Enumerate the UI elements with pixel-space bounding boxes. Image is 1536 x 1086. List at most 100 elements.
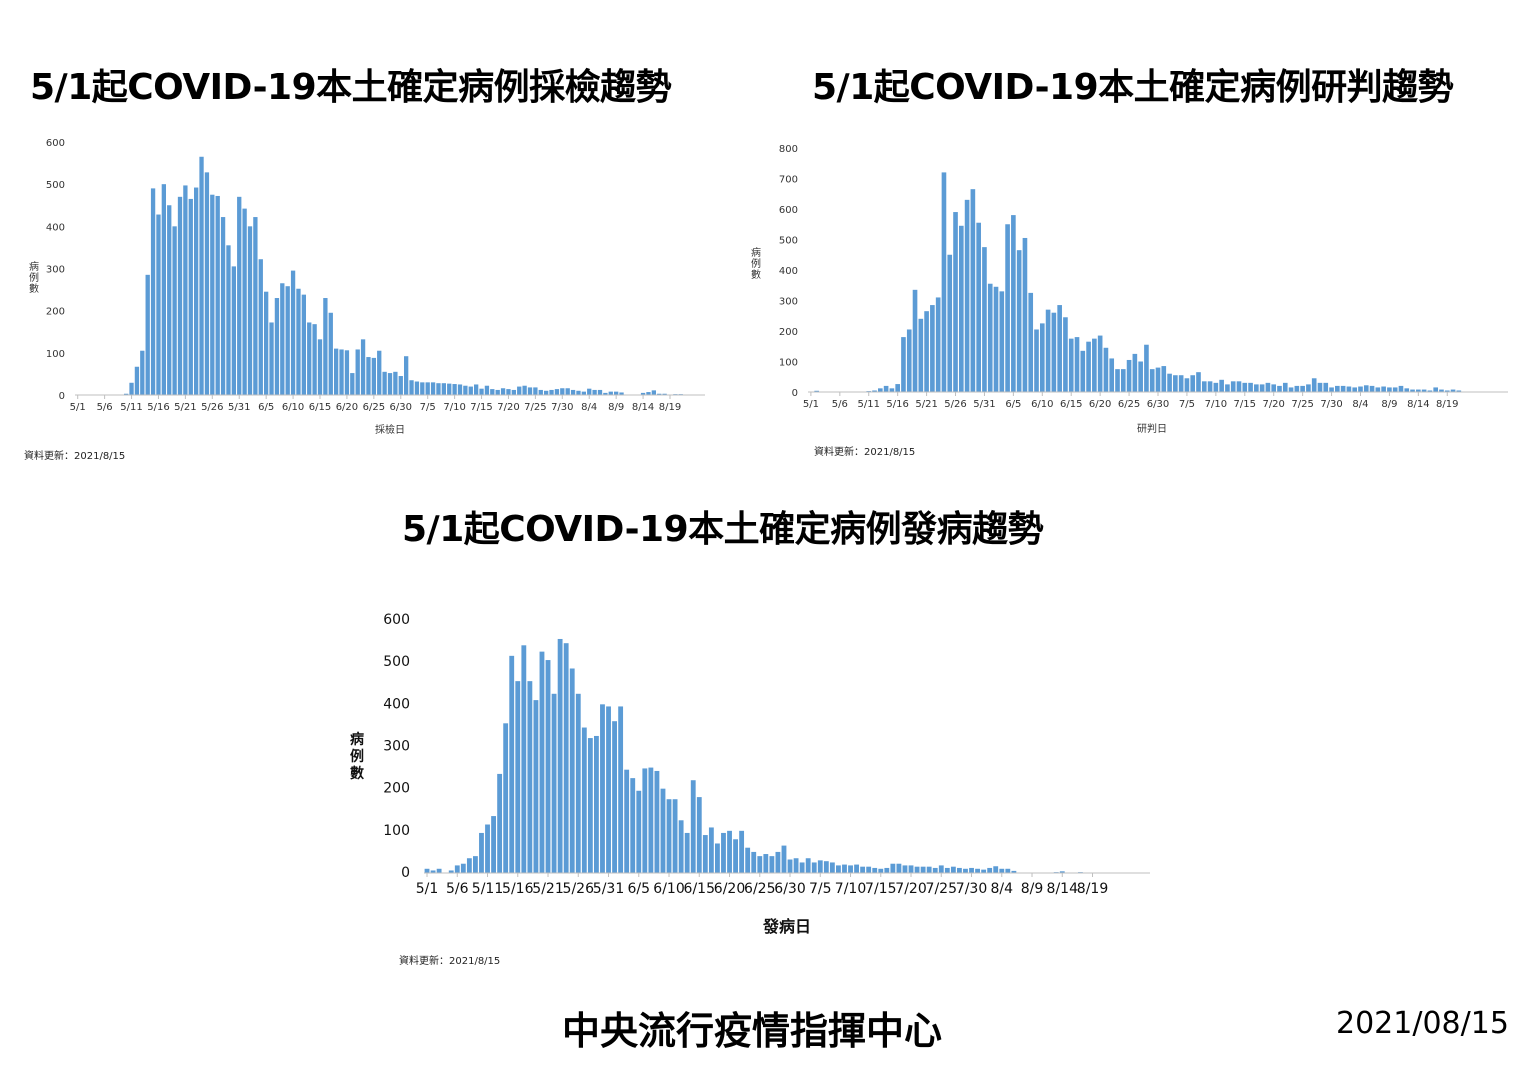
bar [654,770,660,873]
bar [280,283,285,395]
x-tick-label: 8/9 [1021,881,1044,897]
bar [1138,361,1143,392]
bar [993,286,999,392]
bar [1034,329,1039,392]
x-tick-label: 8/9 [608,402,624,413]
bar [1161,366,1167,392]
bar [702,835,708,873]
x-tick-label: 5/1 [803,399,819,410]
bar [1271,384,1277,393]
x-tick-label: 8/19 [1077,881,1108,897]
x-tick-label: 8/4 [581,402,597,413]
bar [366,357,371,395]
bar [932,867,938,873]
x-tick-label: 5/26 [944,399,966,410]
x-tick-label: 7/30 [956,881,987,897]
x-tick-label: 6/25 [744,881,775,897]
bar [334,348,339,395]
bar [420,382,425,395]
bar [896,863,902,873]
bar [497,773,503,873]
bar [878,868,884,873]
bar [950,866,956,874]
bar [220,217,226,395]
bar [1005,224,1010,392]
bar [1427,390,1433,393]
y-tick-label: 300 [779,297,798,308]
bar [350,373,355,395]
bar [474,384,479,395]
bar [1317,382,1323,392]
bar [210,194,215,395]
x-tick-label: 6/30 [1147,399,1169,410]
x-tick-label: 5/16 [147,402,169,413]
bar [436,383,441,395]
bar [129,382,134,395]
bar [1080,350,1086,392]
bar [930,305,935,392]
bar [1120,369,1126,393]
bar [1045,309,1051,392]
bar [999,868,1005,873]
bar [312,324,317,395]
x-tick-label: 7/15 [470,402,492,413]
x-tick-label: 7/10 [443,402,465,413]
bar [757,856,763,873]
bar [1398,385,1404,392]
bar [274,298,280,395]
y-tick-label: 600 [779,205,798,216]
bar [642,768,648,873]
bar [842,864,847,873]
footer-agency: 中央流行疫情指揮中心 [562,1009,943,1053]
bar [594,735,599,873]
bar [264,291,269,395]
bar [799,862,805,873]
bar [521,645,527,873]
bar [787,859,793,873]
x-tick-label: 8/9 [1381,399,1397,410]
x-tick-label: 5/16 [886,399,908,410]
x-tick-label: 7/20 [497,402,519,413]
bar [811,862,817,873]
bar [317,339,323,395]
bar [805,858,811,873]
bar [307,322,312,395]
bar [662,393,667,396]
x-tick-label: 6/10 [1031,399,1053,410]
x-tick-label: 5/1 [416,881,439,897]
bar [829,862,835,873]
bar [1439,389,1444,392]
y-tick-label: 500 [46,180,65,191]
bar [696,797,702,873]
x-tick-label: 6/10 [653,881,684,897]
bar [1294,385,1300,392]
bar [1063,317,1068,392]
bar [1184,378,1190,392]
bar [468,386,473,395]
bar [1039,323,1045,393]
bar [172,226,177,395]
bar [1074,337,1080,392]
x-tick-label: 5/16 [502,881,534,897]
x-tick-label: 8/4 [991,881,1014,897]
bar [533,700,539,873]
bar [1167,373,1172,392]
confirmation-chart: 病例數 研判日 0 100 200 300 400 500 600 700 800 5/1 5/6 5… [751,144,1508,435]
bar [872,390,877,393]
bar [690,780,696,873]
x-tick-label: 7/10 [1205,399,1227,410]
bar [1242,382,1248,392]
bar [527,681,533,873]
bar [1109,358,1115,392]
bar [237,196,242,395]
bar [473,856,478,873]
x-tick-label: 5/21 [174,402,196,413]
bar [226,245,231,395]
bar [1340,385,1346,392]
bar [1363,385,1369,392]
y-tick-label: 400 [779,266,798,277]
sampling-chart: 病例數 採檢日 0 100 200 300 400 500 600 5/1 5/6 5/11 5/1… [29,138,705,436]
x-tick-label: 7/30 [551,402,573,413]
y-tick-label: 100 [779,358,798,369]
bar [1207,381,1213,392]
